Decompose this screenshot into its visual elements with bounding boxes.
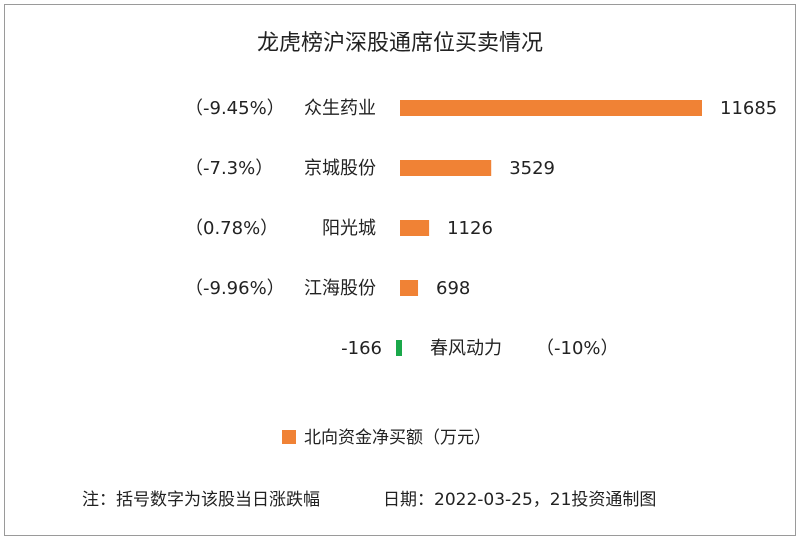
bar: [400, 280, 419, 296]
bar-value-label: 698: [436, 278, 470, 299]
bar-value-label: 1126: [447, 218, 493, 239]
legend-label: 北向资金净买额（万元）: [304, 428, 491, 448]
footer-date-source: 日期：2022-03-25，21投资通制图: [383, 490, 656, 510]
bar-value-label: 11685: [720, 98, 777, 119]
bar-value-label: 3529: [509, 158, 555, 179]
category-label: 春风动力: [430, 338, 502, 359]
bar: [396, 340, 402, 356]
footer-note: 注：括号数字为该股当日涨跌幅: [82, 490, 320, 510]
bars-group: 11685 众生药业 （-9.45%） 3529 京城股份 （-7.3%） 1126 阳光城 （…: [185, 98, 777, 359]
category-label: 众生药业: [304, 98, 376, 119]
bar: [400, 100, 702, 116]
bar: [400, 220, 430, 236]
change-label: （-10%）: [536, 338, 619, 359]
change-label: （0.78%）: [185, 218, 278, 239]
legend-swatch: [282, 430, 296, 444]
category-label: 京城股份: [304, 158, 376, 179]
category-label: 阳光城: [322, 218, 376, 239]
chart-frame: [4, 4, 796, 536]
category-label: 江海股份: [304, 278, 376, 299]
chart-title: 龙虎榜沪深股通席位买卖情况: [257, 31, 543, 56]
change-label: （-7.3%）: [185, 158, 273, 179]
bar: [400, 160, 492, 176]
legend: 北向资金净买额（万元）: [282, 428, 491, 448]
change-label: （-9.45%）: [185, 98, 285, 119]
bar-value-label: -166: [341, 338, 382, 359]
change-label: （-9.96%）: [185, 278, 285, 299]
